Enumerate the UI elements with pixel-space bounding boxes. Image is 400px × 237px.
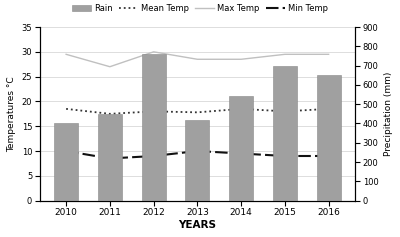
Line: Min Temp: Min Temp [66,151,329,159]
Max Temp [108,65,112,68]
Mean Temp [239,107,244,110]
Mean Temp [326,107,331,110]
Mean Temp [108,112,112,115]
Bar [316,75,341,201]
Max Temp [195,58,200,61]
Min Temp [108,157,112,160]
Bar [98,114,122,201]
Y-axis label: Precipitation (mm): Precipitation (mm) [384,72,393,156]
Bar [142,54,166,201]
Max Temp [326,53,331,56]
Y-axis label: Temperatures °C: Temperatures °C [7,76,16,152]
Min Temp [326,155,331,157]
Max Temp [239,58,244,61]
Line: Mean Temp: Mean Temp [66,109,329,114]
Line: Max Temp: Max Temp [66,52,329,67]
Mean Temp [282,110,287,113]
Mean Temp [64,107,68,110]
Bar [229,96,253,201]
Min Temp [151,155,156,157]
X-axis label: YEARS: YEARS [178,220,216,230]
Max Temp [151,50,156,53]
Bar [185,120,210,201]
Min Temp [282,155,287,157]
Min Temp [195,150,200,152]
Min Temp [239,152,244,155]
Bar [273,66,297,201]
Bar [54,123,78,201]
Min Temp [64,150,68,152]
Max Temp [64,53,68,56]
Legend: Rain, Mean Temp, Max Temp, Min Temp: Rain, Mean Temp, Max Temp, Min Temp [72,4,328,13]
Mean Temp [151,110,156,113]
Max Temp [282,53,287,56]
Mean Temp [195,111,200,114]
